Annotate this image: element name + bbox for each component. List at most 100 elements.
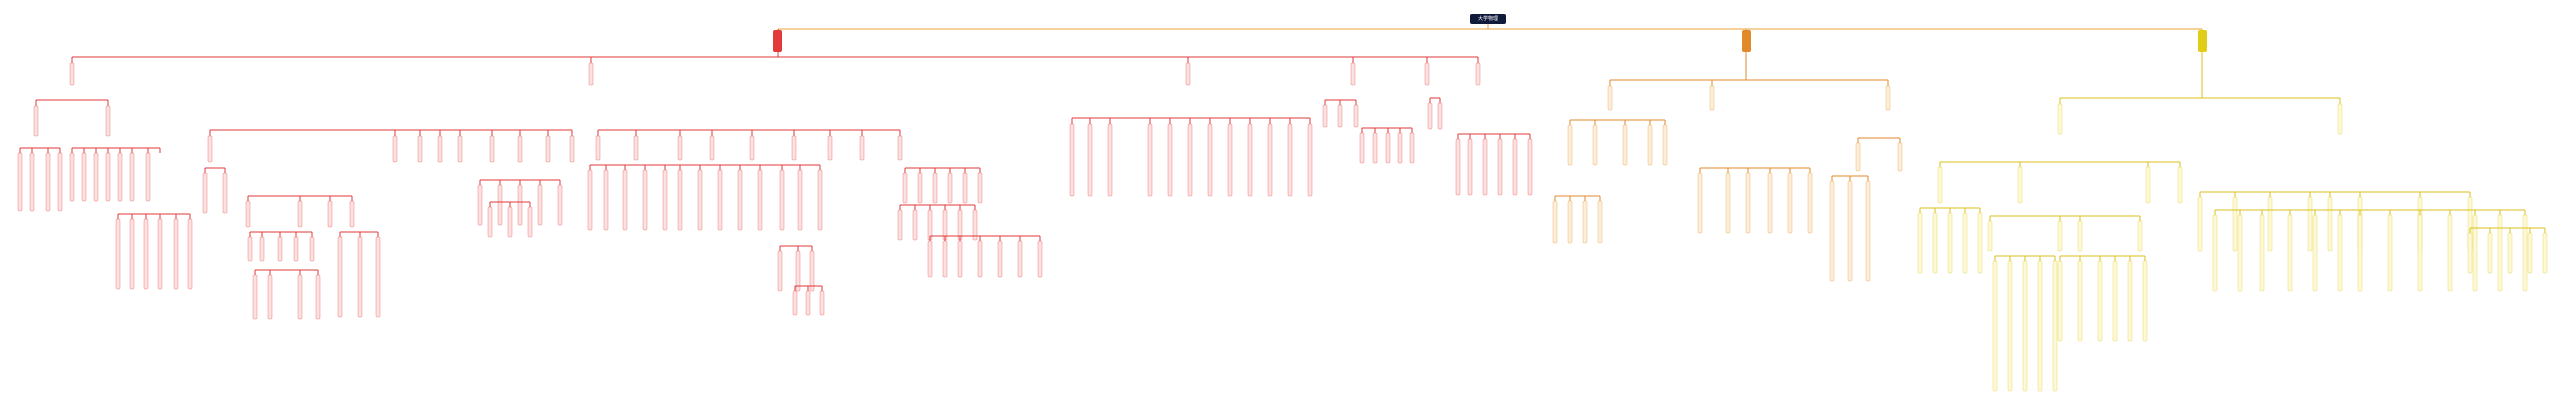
topic-node[interactable] (2417, 214, 2423, 292)
topic-node[interactable] (81, 152, 87, 202)
topic-node[interactable] (2197, 196, 2203, 252)
topic-node[interactable] (2542, 232, 2548, 274)
topic-node[interactable] (1207, 123, 1213, 197)
topic-node[interactable] (1709, 85, 1715, 111)
topic-node[interactable] (2472, 214, 2478, 292)
topic-node[interactable] (29, 152, 35, 212)
topic-node[interactable] (1424, 62, 1430, 86)
topic-node[interactable] (977, 172, 983, 204)
topic-node[interactable] (777, 250, 783, 292)
topic-node[interactable] (2077, 260, 2083, 342)
topic-node[interactable] (717, 169, 723, 231)
topic-node[interactable] (222, 172, 228, 214)
topic-node[interactable] (2142, 260, 2148, 342)
topic-node[interactable] (489, 135, 495, 163)
topic-node[interactable] (392, 135, 398, 163)
topic-node[interactable] (749, 135, 755, 161)
topic-node[interactable] (1865, 180, 1871, 282)
topic-node[interactable] (757, 169, 763, 231)
topic-node[interactable] (277, 236, 283, 262)
topic-node[interactable] (2017, 166, 2023, 204)
topic-node[interactable] (17, 152, 23, 212)
topic-node[interactable] (1855, 142, 1861, 172)
topic-node[interactable] (1287, 123, 1293, 197)
topic-node[interactable] (245, 200, 251, 228)
topic-node[interactable] (912, 209, 918, 241)
topic-node[interactable] (1582, 200, 1588, 244)
topic-node[interactable] (1897, 142, 1903, 172)
topic-node[interactable] (2312, 214, 2318, 292)
topic-node[interactable] (795, 250, 801, 292)
topic-node[interactable] (437, 135, 443, 163)
topic-node[interactable] (2052, 260, 2058, 392)
topic-node[interactable] (1437, 102, 1443, 130)
topic-node[interactable] (2259, 214, 2265, 292)
topic-node[interactable] (517, 184, 523, 226)
topic-node[interactable] (622, 169, 628, 231)
topic-node[interactable] (1497, 138, 1503, 196)
topic-node[interactable] (457, 135, 463, 163)
topic-node[interactable] (1745, 172, 1751, 234)
topic-node[interactable] (947, 172, 953, 204)
topic-node[interactable] (1107, 123, 1113, 197)
topic-node[interactable] (737, 169, 743, 231)
topic-node[interactable] (603, 169, 609, 231)
topic-node[interactable] (1337, 104, 1343, 128)
topic-node[interactable] (897, 135, 903, 161)
topic-node[interactable] (247, 236, 253, 262)
topic-node[interactable] (1167, 123, 1173, 197)
topic-node[interactable] (1607, 85, 1613, 111)
topic-node[interactable] (633, 135, 639, 161)
topic-node[interactable] (1087, 123, 1093, 197)
topic-node[interactable] (2127, 260, 2133, 342)
topic-node[interactable] (527, 206, 533, 238)
topic-node[interactable] (927, 240, 933, 278)
topic-node[interactable] (1662, 124, 1668, 166)
topic-node[interactable] (962, 172, 968, 204)
topic-node[interactable] (57, 152, 63, 212)
topic-node[interactable] (1567, 124, 1573, 166)
topic-node[interactable] (1987, 220, 1993, 252)
topic-node[interactable] (252, 274, 258, 320)
topic-node[interactable] (1962, 212, 1968, 274)
topic-node[interactable] (792, 290, 798, 316)
topic-node[interactable] (1527, 138, 1533, 196)
topic-node[interactable] (507, 206, 513, 238)
topic-node[interactable] (2307, 196, 2313, 252)
topic-node[interactable] (779, 169, 785, 231)
topic-node[interactable] (791, 135, 797, 161)
topic-node[interactable] (1947, 212, 1953, 274)
topic-node[interactable] (819, 290, 825, 316)
topic-node[interactable] (297, 200, 303, 228)
topic-node[interactable] (1247, 123, 1253, 197)
topic-node[interactable] (709, 135, 715, 161)
topic-node[interactable] (932, 172, 938, 204)
topic-node[interactable] (1847, 180, 1853, 282)
topic-node[interactable] (1482, 138, 1488, 196)
topic-node[interactable] (2237, 214, 2243, 292)
topic-node[interactable] (1647, 124, 1653, 166)
topic-node[interactable] (2447, 214, 2453, 292)
topic-node[interactable] (2497, 214, 2503, 292)
topic-node[interactable] (297, 274, 303, 320)
topic-node[interactable] (69, 62, 75, 86)
root-node[interactable]: 大学物理 (1470, 14, 1506, 24)
topic-node[interactable] (1932, 212, 1938, 274)
topic-node[interactable] (1937, 166, 1943, 204)
topic-node[interactable] (1597, 200, 1603, 244)
topic-node[interactable] (662, 169, 668, 231)
topic-node[interactable] (1017, 240, 1023, 278)
topic-node[interactable] (2357, 214, 2363, 292)
topic-node[interactable] (129, 152, 135, 202)
topic-node[interactable] (2387, 214, 2393, 292)
topic-node[interactable] (1350, 62, 1356, 86)
topic-node[interactable] (1592, 124, 1598, 166)
topic-node[interactable] (2037, 260, 2043, 392)
topic-node[interactable] (2337, 214, 2343, 292)
topic-node[interactable] (93, 152, 99, 202)
topic-node[interactable] (2112, 260, 2118, 342)
topic-node[interactable] (105, 152, 111, 202)
topic-node[interactable] (2212, 214, 2218, 292)
topic-node[interactable] (859, 135, 865, 161)
topic-node[interactable] (1467, 138, 1473, 196)
